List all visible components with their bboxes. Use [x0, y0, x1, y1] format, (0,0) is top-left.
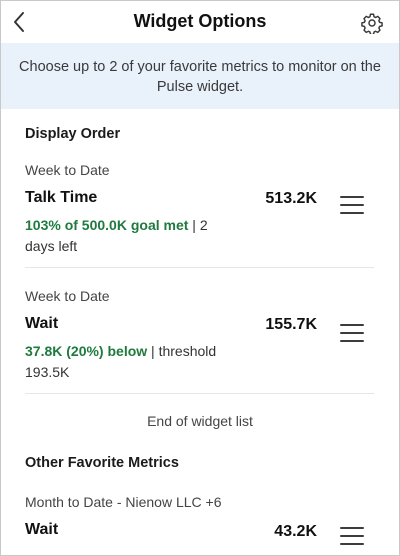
metric-name: Talk Time [25, 189, 98, 206]
end-of-list-label: End of widget list [147, 413, 253, 429]
metric-status-detail: | 2 days left [25, 217, 208, 254]
header: Widget Options [1, 1, 399, 43]
metric-value: 43.2K [274, 523, 317, 540]
metric-name: Wait [25, 521, 59, 538]
page-title: Widget Options [133, 11, 267, 31]
metric-name: Wait [25, 315, 59, 332]
metric-card-wait: Week to Date Wait 155.7K 37.8K (20%) bel… [25, 268, 374, 394]
metric-card-talk-time: Week to Date Talk Time 513.2K 103% of 50… [25, 148, 374, 268]
info-banner: Choose up to 2 of your favorite metrics … [1, 43, 399, 109]
metric-status: 37.8K (20%) below | threshold 193.5K [25, 341, 240, 393]
metric-status: 103% of 500.0K goal met | 2 days left [25, 215, 240, 267]
drag-handle-icon[interactable] [340, 527, 364, 545]
metric-status-detail: | threshold 193.5K [25, 343, 217, 380]
drag-handle-icon[interactable] [340, 324, 364, 342]
metric-period: Week to Date [25, 288, 110, 304]
back-button[interactable] [9, 7, 29, 37]
gear-icon [361, 13, 383, 36]
metric-value: 513.2K [265, 190, 317, 207]
display-order-heading: Display Order [25, 126, 121, 142]
metric-period: Month to Date - Nienow LLC +6 [25, 494, 222, 510]
metric-card-other-wait[interactable]: Month to Date - Nienow LLC +6 Wait 43.2K [25, 477, 374, 545]
metric-value: 155.7K [265, 316, 317, 333]
chevron-left-icon [14, 12, 24, 32]
other-metrics-heading: Other Favorite Metrics [25, 455, 179, 471]
metric-period: Week to Date [25, 162, 110, 178]
drag-handle-icon[interactable] [340, 196, 364, 214]
metric-status-highlight: 103% of 500.0K goal met [25, 217, 189, 233]
metric-status-highlight: 37.8K (20%) below [25, 343, 148, 359]
settings-button[interactable] [361, 12, 383, 36]
